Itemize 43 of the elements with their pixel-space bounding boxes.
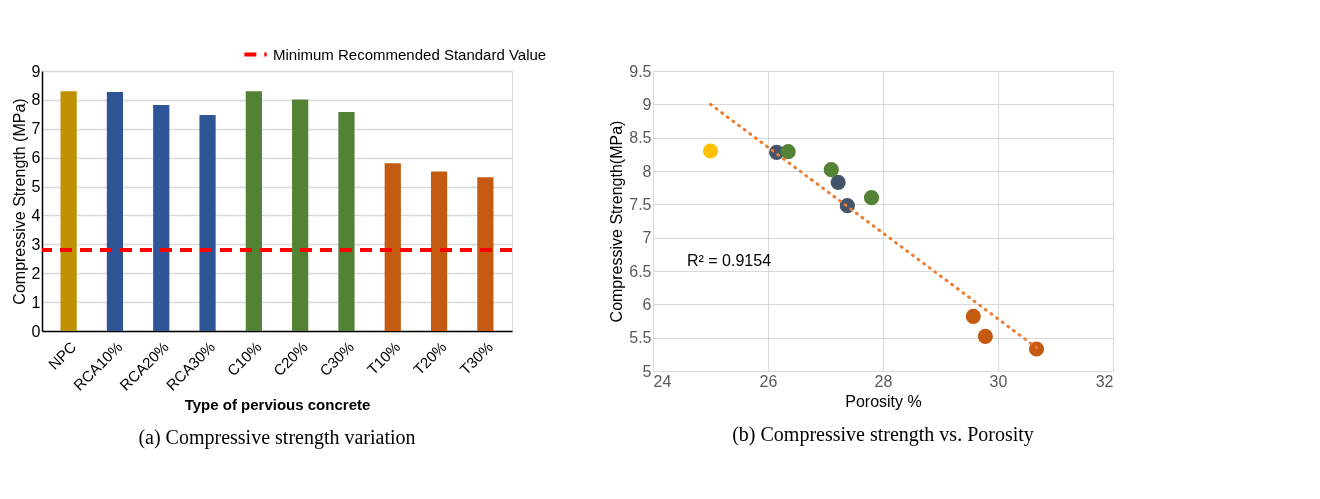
bar (60, 91, 77, 331)
y-tick-label: 0 (31, 322, 41, 340)
bar (384, 163, 401, 331)
x-tick-label: 26 (759, 372, 778, 390)
y-tick-label: 8 (642, 162, 652, 180)
y-axis-title: Compressive Strength(MPa) (608, 120, 626, 323)
x-axis-title: Type of pervious concrete (184, 395, 371, 413)
y-tick-label: 3 (31, 235, 41, 253)
text: (b) Compressive strength vs. Porosity (732, 423, 1034, 446)
legend-label: Minimum Recommended Standard Value (273, 45, 547, 63)
x-tick-label: 30 (989, 372, 1008, 390)
y-tick-label: 6 (31, 149, 41, 167)
x-tick-label: 32 (1095, 372, 1114, 390)
y-tick-label: 6.5 (629, 262, 652, 280)
bar (106, 92, 124, 331)
bar (338, 112, 355, 331)
y-tick-label: 8.5 (629, 129, 652, 147)
x-axis-title: Porosity % (845, 392, 922, 410)
bar (292, 99, 309, 331)
y-tick-label: 9 (642, 95, 652, 113)
bar (477, 177, 494, 331)
y-tick-label: 5.5 (629, 329, 652, 347)
x-tick-label: 28 (874, 372, 893, 390)
y-tick-label: 7.5 (629, 195, 652, 213)
bar (245, 91, 262, 331)
y-tick-label: 5 (31, 178, 41, 196)
y-tick-label: 1 (31, 293, 41, 311)
y-tick-label: 6 (642, 295, 652, 313)
y-axis-title: Compressive Strength (MPa) (10, 98, 28, 305)
y-tick-label: 8 (31, 91, 41, 109)
y-tick-label: 2 (31, 264, 41, 282)
text: (a) Compressive strength variation (138, 426, 416, 450)
y-tick-label: 7 (31, 120, 41, 138)
bar (430, 171, 448, 331)
bar (199, 114, 216, 331)
bar (153, 105, 170, 331)
y-tick-label: 9.5 (629, 62, 652, 80)
y-tick-label: 4 (31, 206, 41, 224)
x-tick-label: 24 (653, 372, 672, 390)
annotation: R² = 0.9154 (687, 252, 772, 269)
y-tick-label: 9 (31, 62, 41, 80)
y-tick-label: 5 (642, 362, 652, 380)
y-tick-label: 7 (642, 229, 652, 247)
